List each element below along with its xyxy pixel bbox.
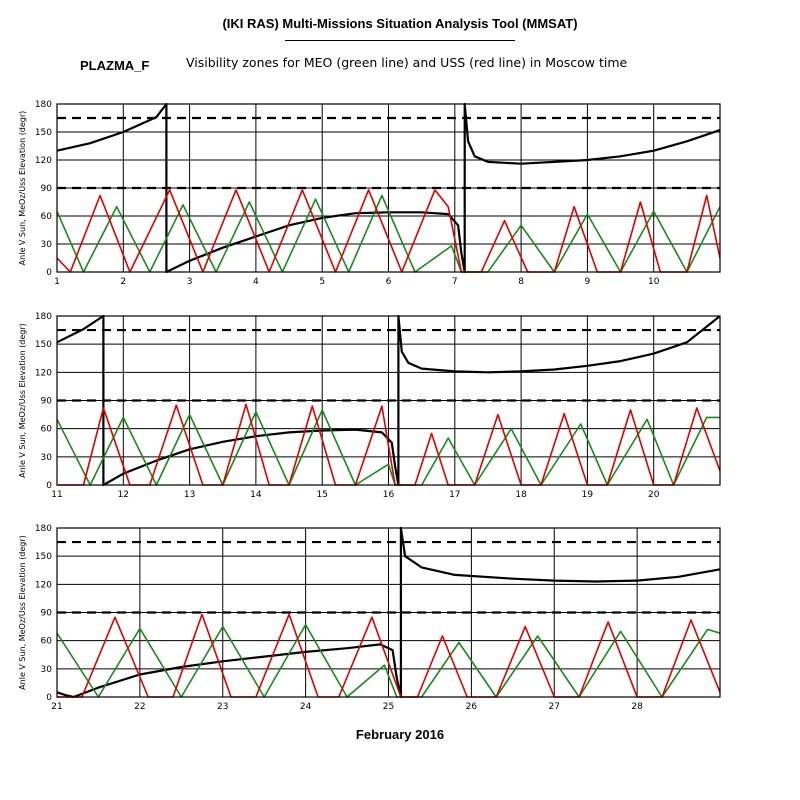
x-axis-label: February 2016 xyxy=(355,727,445,742)
x-tick-label: 20 xyxy=(648,490,660,500)
chart-subtitle: Visibility zones for MEO (green line) an… xyxy=(186,55,628,70)
y-tick-label: 30 xyxy=(41,665,53,675)
x-tick-label: 4 xyxy=(253,277,259,287)
x-tick-label: 5 xyxy=(319,277,325,287)
x-tick-label: 23 xyxy=(217,702,228,712)
x-tick-label: 17 xyxy=(449,490,460,500)
series-anle-v-sun-line xyxy=(56,314,721,487)
series-meo-line xyxy=(56,194,721,273)
y-tick-label: 0 xyxy=(46,481,52,491)
x-tick-label: 7 xyxy=(452,277,458,287)
y-tick-label: 60 xyxy=(41,637,53,647)
y-tick-label: 150 xyxy=(35,340,52,350)
y-tick-label: 60 xyxy=(41,212,53,222)
y-tick-label: 180 xyxy=(35,524,52,534)
x-tick-label: 14 xyxy=(250,490,262,500)
title-underline xyxy=(285,40,515,41)
y-tick-label: 90 xyxy=(41,609,53,619)
y-axis-label: Anle V Sun, MeOz/Uss Elevation (degr) xyxy=(18,535,27,690)
x-tick-label: 21 xyxy=(51,702,62,712)
panel-frame xyxy=(56,527,721,698)
x-tick-label: 6 xyxy=(386,277,392,287)
x-tick-label: 22 xyxy=(134,702,145,712)
y-tick-label: 120 xyxy=(35,580,52,590)
series-anle-v-sun-line xyxy=(56,102,721,274)
panel-frame xyxy=(56,315,721,486)
x-tick-label: 1 xyxy=(54,277,60,287)
x-tick-label: 19 xyxy=(582,490,594,500)
x-tick-label: 12 xyxy=(118,490,129,500)
x-tick-label: 28 xyxy=(631,702,643,712)
y-tick-label: 90 xyxy=(41,397,53,407)
y-tick-label: 120 xyxy=(35,368,52,378)
y-tick-label: 30 xyxy=(41,453,53,463)
y-tick-label: 0 xyxy=(46,268,52,278)
x-tick-label: 27 xyxy=(549,702,560,712)
series-anle-v-sun-line xyxy=(56,526,721,699)
y-tick-label: 60 xyxy=(41,425,53,435)
y-tick-label: 120 xyxy=(35,156,52,166)
x-tick-label: 13 xyxy=(184,490,195,500)
x-tick-label: 2 xyxy=(120,277,126,287)
x-tick-label: 16 xyxy=(383,490,395,500)
mission-name: PLAZMA_F xyxy=(80,58,150,73)
y-tick-label: 90 xyxy=(41,184,53,194)
x-tick-label: 9 xyxy=(585,277,591,287)
y-tick-label: 180 xyxy=(35,100,52,110)
y-tick-label: 180 xyxy=(35,312,52,322)
y-axis-label: Anle V Sun, MeOz/Uss Elevation (degr) xyxy=(18,323,27,478)
panel-frame xyxy=(56,103,721,273)
y-tick-label: 150 xyxy=(35,552,52,562)
y-tick-label: 0 xyxy=(46,693,52,703)
x-tick-label: 25 xyxy=(383,702,394,712)
x-tick-label: 3 xyxy=(187,277,193,287)
x-tick-label: 24 xyxy=(300,702,312,712)
x-tick-label: 26 xyxy=(466,702,478,712)
x-tick-label: 8 xyxy=(518,277,524,287)
main-title: (IKI RAS) Multi-Missions Situation Analy… xyxy=(222,16,578,31)
y-tick-label: 150 xyxy=(35,128,52,138)
y-axis-label: Anle V Sun, MeOz/Uss Elevation (degr) xyxy=(18,111,27,266)
x-tick-label: 11 xyxy=(51,490,62,500)
x-tick-label: 18 xyxy=(515,490,527,500)
x-tick-label: 15 xyxy=(316,490,327,500)
series-uss-line xyxy=(56,189,721,273)
y-tick-label: 30 xyxy=(41,240,53,250)
x-tick-label: 10 xyxy=(648,277,660,287)
